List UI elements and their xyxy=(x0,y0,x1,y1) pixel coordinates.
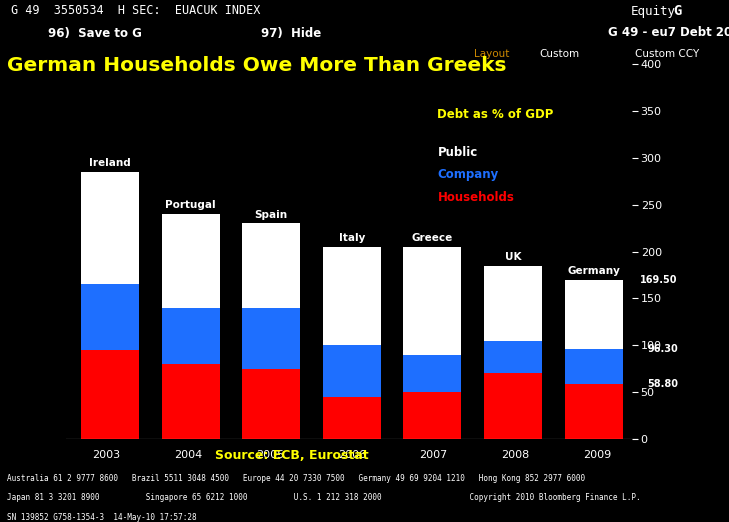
Text: 2004: 2004 xyxy=(174,450,203,460)
Text: 96.30: 96.30 xyxy=(647,344,678,354)
Bar xyxy=(564,349,623,384)
Text: UK: UK xyxy=(504,252,521,262)
Text: G 49 - eu7 Debt 2009: G 49 - eu7 Debt 2009 xyxy=(609,27,729,40)
Text: Yearly: Yearly xyxy=(246,49,282,59)
Text: Households: Households xyxy=(437,191,514,204)
Text: 2006: 2006 xyxy=(338,450,366,460)
Text: Germany: Germany xyxy=(567,266,620,276)
Text: Public: Public xyxy=(437,146,477,159)
Text: German Households Owe More Than Greeks: German Households Owe More Than Greeks xyxy=(7,56,507,75)
Bar xyxy=(162,214,219,308)
Text: 97)  Hide: 97) Hide xyxy=(262,27,321,40)
Text: Greece: Greece xyxy=(412,233,453,243)
Bar xyxy=(484,266,542,340)
Text: SN 139852 G758-1354-3  14-May-10 17:57:28: SN 139852 G758-1354-3 14-May-10 17:57:28 xyxy=(7,513,197,522)
Bar xyxy=(403,392,461,439)
Text: G: G xyxy=(674,4,682,18)
Text: G 49  3550534  H SEC:  EUACUK INDEX: G 49 3550534 H SEC: EUACUK INDEX xyxy=(11,5,260,18)
Text: Australia 61 2 9777 8600   Brazil 5511 3048 4500   Europe 44 20 7330 7500   Germ: Australia 61 2 9777 8600 Brazil 5511 304… xyxy=(7,474,585,483)
Text: 2008: 2008 xyxy=(501,450,529,460)
Bar xyxy=(484,340,542,373)
Bar xyxy=(564,280,623,349)
Bar xyxy=(403,354,461,392)
Bar xyxy=(81,284,139,350)
Bar xyxy=(403,247,461,354)
Bar xyxy=(564,384,623,439)
Text: Italy: Italy xyxy=(338,233,365,243)
Text: Portugal: Portugal xyxy=(165,200,216,210)
Bar xyxy=(484,373,542,439)
Text: 12/31/2009: 12/31/2009 xyxy=(133,49,198,59)
Text: 96)  Save to G: 96) Save to G xyxy=(48,27,141,40)
Bar xyxy=(242,369,300,439)
Text: Japan 81 3 3201 8900          Singapore 65 6212 1000          U.S. 1 212 318 200: Japan 81 3 3201 8900 Singapore 65 6212 1… xyxy=(7,493,641,502)
Bar xyxy=(162,364,219,439)
Text: Equity: Equity xyxy=(631,5,676,18)
Text: Spain: Spain xyxy=(254,210,288,220)
Text: Custom: Custom xyxy=(539,49,580,59)
Bar xyxy=(242,308,300,369)
Text: Ireland: Ireland xyxy=(89,158,130,168)
Text: 169.50: 169.50 xyxy=(640,275,677,285)
Bar xyxy=(81,172,139,284)
Bar xyxy=(323,247,381,345)
Bar xyxy=(242,223,300,308)
Bar xyxy=(81,350,139,439)
Text: Source: ECB, Eurostat: Source: ECB, Eurostat xyxy=(215,449,368,462)
Text: -: - xyxy=(106,49,109,59)
Text: 2007: 2007 xyxy=(419,450,448,460)
Text: Debt as % of GDP: Debt as % of GDP xyxy=(437,108,554,121)
Bar xyxy=(162,308,219,364)
Text: 58.80: 58.80 xyxy=(647,379,678,389)
Text: 2003: 2003 xyxy=(93,450,120,460)
Bar xyxy=(323,397,381,439)
Text: Company: Company xyxy=(437,168,499,181)
Text: Custom CCY: Custom CCY xyxy=(635,49,699,59)
Text: 2005: 2005 xyxy=(256,450,284,460)
Text: 12/31/2002: 12/31/2002 xyxy=(17,49,82,59)
Bar xyxy=(323,345,381,397)
Text: Layout: Layout xyxy=(475,49,510,59)
Text: 2009: 2009 xyxy=(583,450,611,460)
